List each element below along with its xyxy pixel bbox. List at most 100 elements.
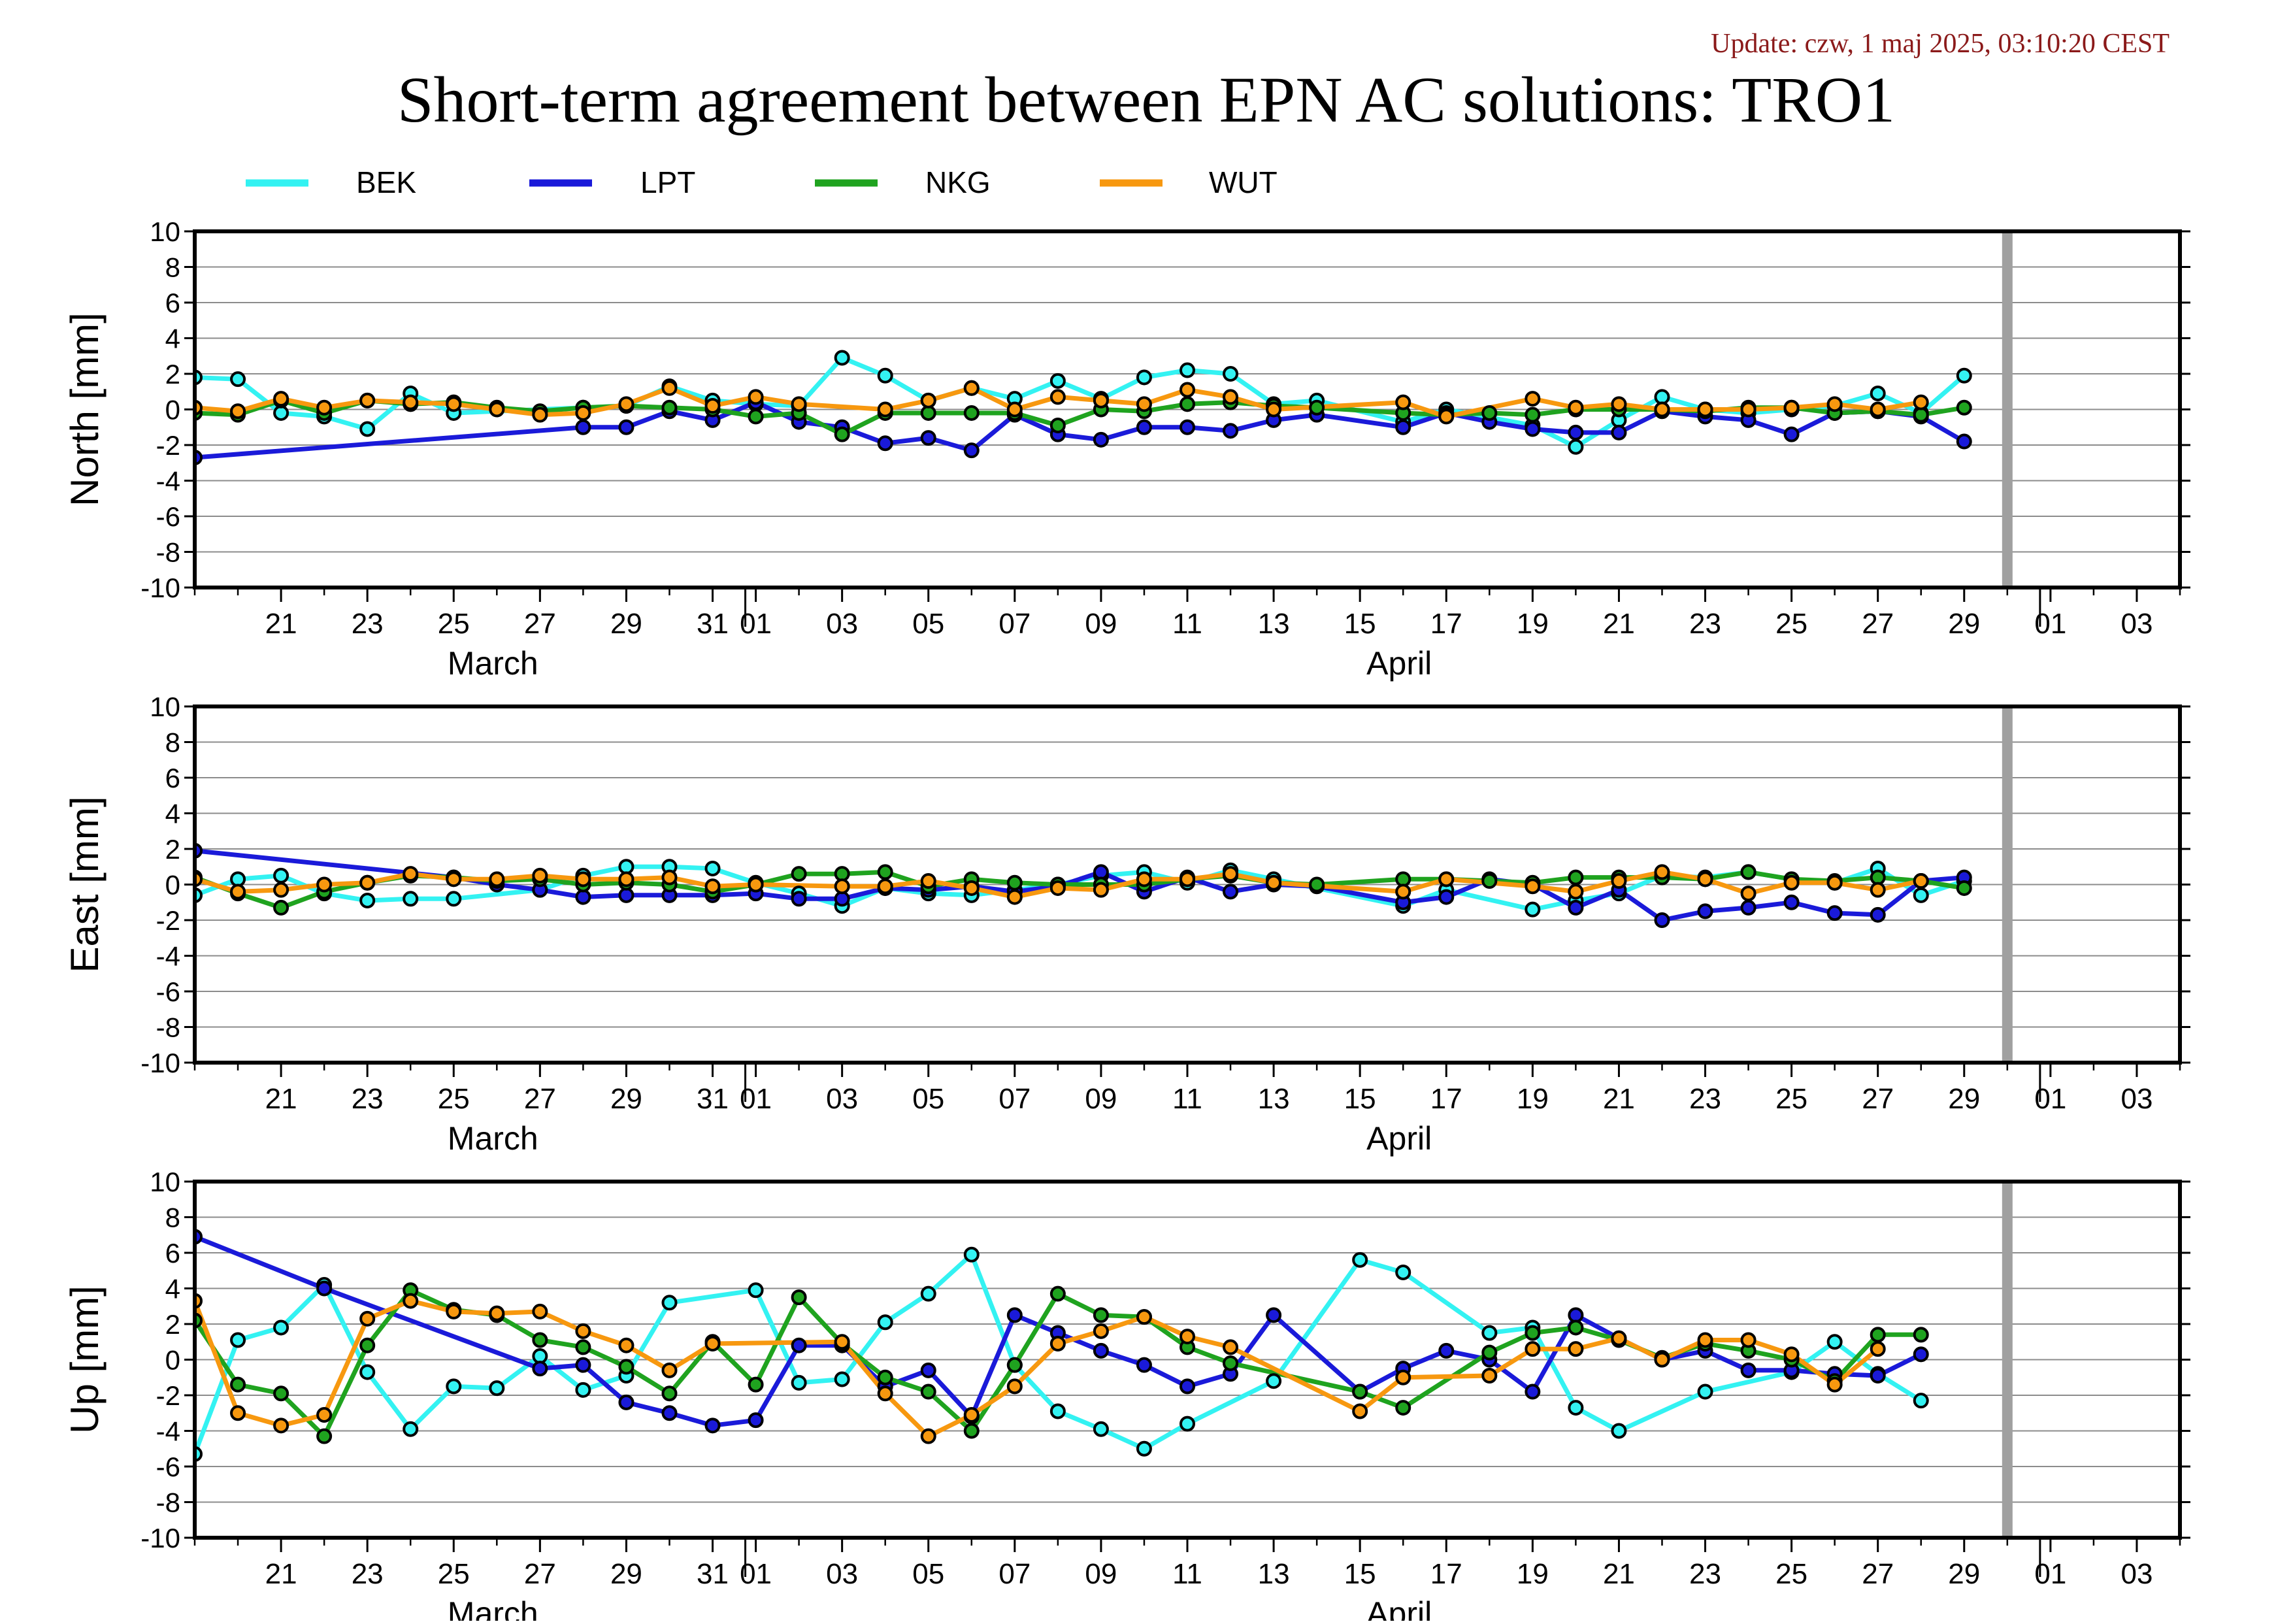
x-tick-label: 13 (1258, 1558, 1290, 1590)
point-wut (963, 1406, 980, 1423)
point-bek (1568, 1400, 1584, 1416)
point-bek (1179, 362, 1195, 378)
x-tick-label: 07 (998, 1558, 1031, 1590)
point-wut (1611, 1330, 1627, 1346)
point-wut (1049, 389, 1066, 405)
point-wut (1913, 873, 1929, 889)
point-wut (1525, 878, 1541, 895)
series-group (195, 350, 1972, 466)
point-nkg (1740, 864, 1757, 880)
point-wut (704, 878, 721, 895)
x-tick-label: 03 (2120, 1558, 2153, 1590)
point-bek (403, 891, 419, 907)
point-wut (1179, 871, 1195, 887)
point-nkg (1956, 399, 1972, 416)
point-wut (661, 1362, 678, 1378)
y-axis-label: Up [mm] (63, 1285, 107, 1434)
now-marker (2002, 231, 2013, 588)
x-tick-label: 25 (438, 1083, 470, 1115)
point-lpt (1956, 433, 1972, 450)
point-nkg (1395, 1400, 1411, 1416)
x-tick-label: 29 (1948, 608, 1980, 640)
point-nkg (1481, 873, 1498, 889)
point-wut (1223, 389, 1239, 405)
point-lpt (1223, 884, 1239, 900)
point-nkg (1223, 1355, 1239, 1371)
point-wut (748, 389, 764, 405)
point-lpt (1438, 889, 1455, 905)
point-wut (359, 874, 376, 891)
x-tick-label: 31 (697, 1083, 729, 1115)
point-lpt (834, 891, 850, 907)
point-wut (1697, 401, 1713, 418)
point-bek (748, 1282, 764, 1299)
x-tick-label: 23 (1689, 1558, 1721, 1590)
point-lpt (748, 1412, 764, 1429)
point-wut (230, 403, 246, 420)
point-lpt (1136, 1357, 1152, 1373)
point-bek (791, 1374, 807, 1391)
x-tick-label: 21 (1603, 1558, 1635, 1590)
x-tick-label: 15 (1344, 608, 1376, 640)
now-marker (2002, 1182, 2013, 1538)
month-label: April (1366, 645, 1432, 682)
point-lpt (791, 891, 807, 907)
point-bek (1826, 1334, 1843, 1350)
point-lpt (1179, 1378, 1195, 1395)
y-tick-label: -2 (156, 430, 180, 461)
point-bek (1136, 369, 1152, 386)
point-wut (1654, 1351, 1670, 1368)
x-tick-label: 19 (1517, 1083, 1549, 1115)
point-wut (1740, 1332, 1757, 1348)
point-bek (359, 421, 376, 437)
point-wut (489, 1305, 505, 1321)
point-lpt (1783, 894, 1800, 910)
point-nkg (1049, 1285, 1066, 1302)
plot-frame (193, 1180, 2182, 1540)
point-lpt (1783, 426, 1800, 442)
series-line-wut (195, 1299, 1879, 1439)
point-lpt (1093, 864, 1109, 880)
point-nkg (1870, 1327, 1886, 1343)
y-tick-label: -8 (156, 1012, 180, 1043)
legend: BEK LPT NKG WUT (246, 165, 1278, 199)
point-wut (1826, 396, 1843, 412)
point-wut (920, 873, 936, 889)
y-tick-label: -6 (156, 976, 180, 1007)
point-wut (834, 878, 850, 895)
point-lpt (1740, 899, 1757, 916)
point-lpt (1568, 1307, 1584, 1323)
x-tick-label: 25 (1775, 1558, 1807, 1590)
x-tick-label: 27 (524, 1083, 556, 1115)
x-tick-label: 03 (2120, 608, 2153, 640)
point-wut (403, 866, 419, 882)
point-wut (1870, 882, 1886, 898)
point-wut (963, 880, 980, 896)
point-wut (1481, 1368, 1498, 1384)
x-tick-label: 03 (826, 608, 858, 640)
point-bek (359, 893, 376, 909)
point-wut (1136, 871, 1152, 887)
y-tick-label: 6 (165, 763, 180, 793)
y-tick-label: -6 (156, 1451, 180, 1482)
point-lpt (1870, 906, 1886, 923)
point-nkg (877, 864, 893, 880)
x-tick-label: 03 (2120, 1083, 2153, 1115)
y-tick-label: 0 (165, 395, 180, 425)
point-wut (359, 1310, 376, 1327)
point-wut (748, 876, 764, 893)
point-bek (1611, 1423, 1627, 1439)
x-tick-label: 09 (1085, 1083, 1117, 1115)
point-nkg (1568, 1319, 1584, 1336)
y-tick-label: 0 (165, 1345, 180, 1376)
point-wut (446, 871, 462, 887)
point-bek (273, 1319, 289, 1336)
point-wut (704, 398, 721, 414)
x-tick-label: 07 (998, 608, 1031, 640)
point-bek (1913, 887, 1929, 903)
point-wut (1395, 1369, 1411, 1385)
point-wut (1006, 1378, 1023, 1395)
point-bek (1352, 1251, 1368, 1268)
point-bek (1093, 1421, 1109, 1437)
point-wut (1740, 886, 1757, 902)
